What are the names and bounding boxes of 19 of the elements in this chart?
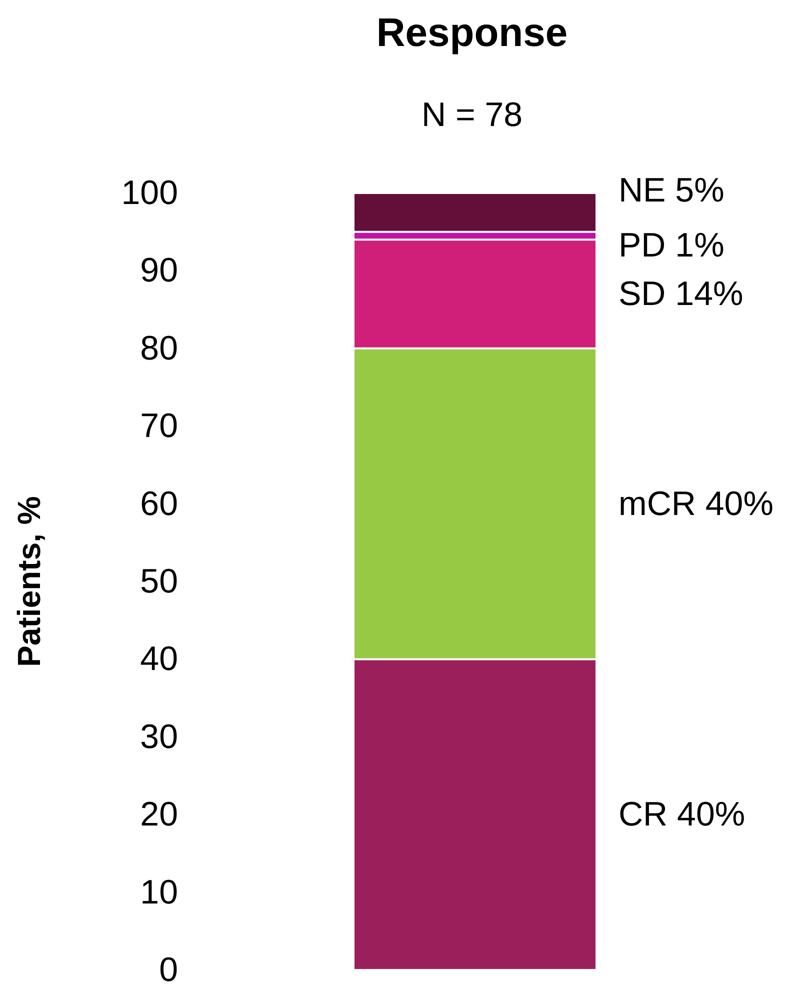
y-tick-label: 70 [140,407,178,446]
y-tick-label: 0 [159,951,178,987]
text: NE 5% [618,171,724,210]
chart-subtitle: N = 78 [421,96,523,134]
y-tick-label: 60 [140,484,178,523]
y-tick-label: 90 [140,252,178,290]
y-tick-label: 10 [140,873,178,912]
y-tick-label: 20 [140,796,178,834]
y-tick-label: 80 [140,329,178,368]
text: CR 40% [618,796,746,834]
y-tick-label: 30 [140,718,178,756]
text: SD 14% [618,275,744,314]
y-tick-label: 40 [140,640,178,678]
text: mCR 40% [618,484,774,523]
y-tick-label: 100 [121,174,178,212]
y-tick-label: 50 [140,562,178,600]
y-axis-title: Patients, % [11,496,47,667]
text: PD 1% [618,226,724,265]
chart-title: Response [376,11,568,55]
